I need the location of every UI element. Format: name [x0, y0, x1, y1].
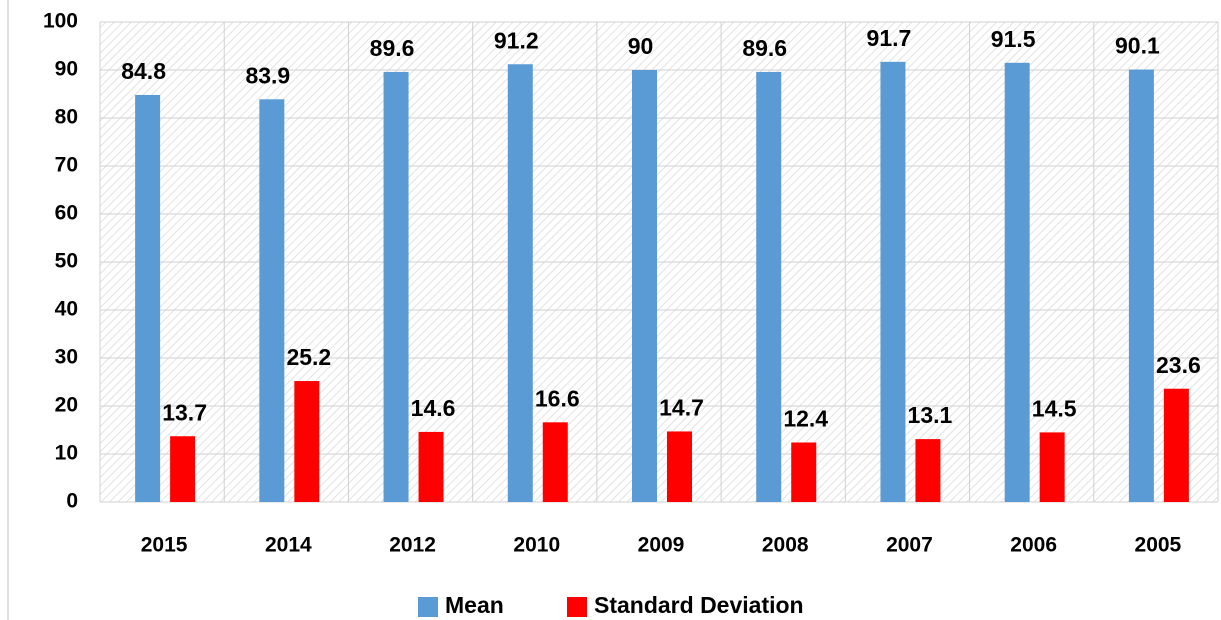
legend-label: Mean [445, 592, 504, 618]
y-tick-label: 70 [55, 154, 78, 177]
bar [632, 70, 657, 502]
bar [1128, 69, 1154, 503]
data-label: 16.6 [535, 385, 580, 411]
data-label: 90.1 [1115, 33, 1160, 59]
y-tick-label: 50 [55, 250, 78, 273]
data-label: 23.6 [1156, 352, 1201, 378]
data-label: 14.5 [1032, 395, 1077, 421]
bar [667, 431, 692, 502]
bar [259, 99, 285, 502]
data-label: 84.8 [121, 58, 166, 84]
y-tick-label: 30 [55, 346, 78, 369]
data-label: 25.2 [286, 344, 331, 370]
data-label: 12.4 [783, 406, 828, 432]
data-label: 91.5 [991, 26, 1036, 52]
x-tick-label: 2005 [1135, 534, 1182, 557]
data-label: 89.6 [370, 35, 415, 61]
y-tick-label: 0 [66, 490, 78, 513]
data-label: 83.9 [245, 62, 290, 88]
data-label: 14.7 [659, 395, 704, 421]
x-tick-label: 2012 [389, 534, 436, 557]
x-tick-label: 2009 [638, 534, 685, 557]
bar [383, 71, 409, 503]
x-tick-label: 2015 [141, 534, 188, 557]
bar [1039, 432, 1065, 502]
bar [880, 61, 906, 503]
data-label: 13.7 [162, 399, 207, 425]
bar [294, 381, 320, 502]
legend-swatch [567, 597, 587, 617]
x-tick-label: 2010 [513, 534, 560, 557]
bar [542, 422, 568, 502]
legend-swatch [418, 597, 438, 617]
bar [170, 436, 196, 502]
data-label: 89.6 [742, 35, 787, 61]
y-tick-label: 80 [55, 106, 78, 129]
bar [1163, 388, 1189, 502]
bar [418, 431, 444, 502]
y-tick-label: 60 [55, 202, 78, 225]
y-tick-label: 90 [55, 58, 78, 81]
bar [1004, 62, 1030, 503]
y-tick-label: 10 [55, 442, 78, 465]
x-tick-label: 2007 [886, 534, 933, 557]
data-label: 91.7 [867, 25, 912, 51]
bar [756, 71, 782, 503]
bar [135, 94, 161, 503]
bar [791, 442, 817, 502]
y-tick-label: 40 [55, 298, 78, 321]
bar [507, 64, 533, 503]
data-label: 13.1 [908, 402, 953, 428]
data-label: 14.6 [411, 395, 456, 421]
x-tick-label: 2008 [762, 534, 809, 557]
data-label: 90 [628, 33, 654, 59]
legend-label: Standard Deviation [594, 592, 804, 618]
y-tick-label: 100 [43, 10, 78, 33]
bar [915, 439, 941, 502]
x-tick-label: 2014 [265, 534, 312, 557]
data-label: 91.2 [494, 27, 539, 53]
y-tick-label: 20 [55, 394, 78, 417]
x-tick-label: 2006 [1010, 534, 1057, 557]
